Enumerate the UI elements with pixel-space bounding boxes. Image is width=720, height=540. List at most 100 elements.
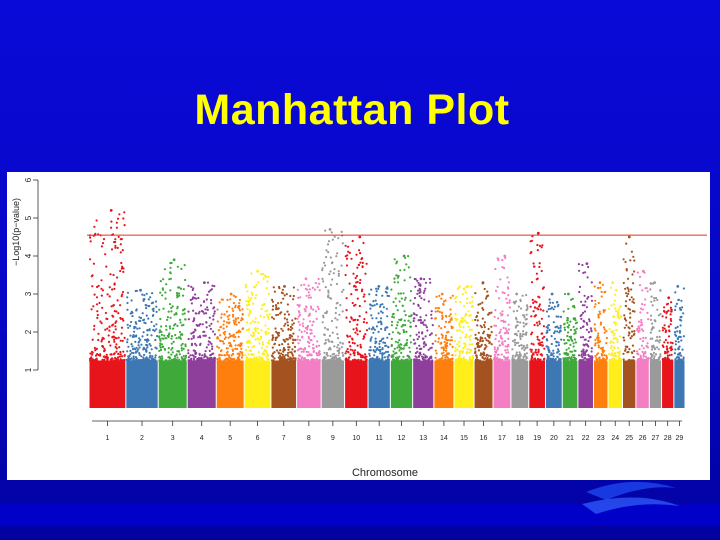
snp-point [611, 331, 614, 334]
snp-point [674, 343, 678, 346]
snp-point [173, 359, 176, 362]
snp-point [471, 295, 474, 299]
snp-point [478, 346, 481, 349]
snp-point [287, 328, 290, 331]
snp-point [298, 311, 301, 314]
snp-point [431, 342, 434, 345]
snp-point [323, 333, 326, 336]
snp-point [346, 348, 349, 351]
snp-point [456, 343, 459, 346]
snp-point [307, 350, 310, 354]
snp-point [170, 337, 173, 340]
snp-point [308, 288, 311, 291]
snp-point [458, 340, 461, 344]
snp-point [569, 335, 573, 338]
snp-point [229, 334, 232, 338]
snp-point [454, 313, 457, 316]
snp-point [594, 342, 597, 345]
snp-point [202, 334, 205, 337]
snp-point [190, 285, 193, 288]
snp-point [566, 334, 569, 338]
snp-point [375, 317, 378, 320]
snp-point [91, 351, 94, 354]
snp-point [594, 329, 597, 332]
chromosome-7-peak-point [283, 285, 286, 288]
snp-point [225, 321, 229, 324]
snp-point [342, 354, 345, 357]
snp-point [236, 352, 239, 355]
snp-point [195, 344, 198, 347]
snp-point [572, 345, 575, 348]
snp-point [603, 354, 606, 357]
snp-point [192, 320, 195, 323]
snp-point [373, 328, 376, 331]
snp-point [179, 337, 182, 340]
snp-point [597, 352, 600, 355]
snp-point [365, 355, 368, 358]
snp-point [465, 333, 468, 336]
snp-point [333, 268, 336, 271]
snp-point [250, 291, 253, 294]
snp-point [419, 321, 423, 324]
snp-point [584, 338, 587, 341]
snp-point [326, 354, 329, 357]
x-tick-label: 10 [352, 435, 360, 442]
chromosome-4-band [187, 360, 216, 408]
snp-point [216, 320, 219, 323]
snp-point [386, 294, 389, 297]
chromosome-21-points [562, 292, 579, 408]
snp-point [480, 326, 483, 329]
snp-point [249, 322, 252, 325]
snp-point [633, 259, 636, 262]
snp-point [280, 359, 283, 362]
snp-point [514, 355, 517, 358]
snp-point [147, 317, 150, 320]
snp-point [663, 324, 666, 327]
snp-point [461, 293, 464, 296]
snp-point [180, 344, 183, 347]
chromosome-12-peak-point [402, 254, 406, 258]
snp-point [114, 325, 117, 328]
snp-point [184, 354, 188, 357]
snp-point [623, 317, 627, 320]
snp-point [550, 352, 553, 355]
snp-point [177, 336, 181, 339]
snp-point [238, 309, 242, 312]
snp-point [440, 342, 443, 345]
snp-point [682, 335, 686, 338]
snp-point [443, 359, 446, 362]
snp-point [347, 245, 350, 248]
snp-point [641, 340, 645, 343]
snp-point [478, 359, 482, 362]
snp-point [141, 312, 144, 315]
snp-point [114, 238, 117, 241]
snp-point [459, 336, 462, 339]
snp-point [184, 278, 187, 282]
chromosome-9-band [321, 360, 345, 408]
snp-point [535, 321, 539, 324]
snp-point [431, 359, 434, 362]
snp-point [404, 324, 407, 327]
snp-point [318, 359, 321, 362]
snp-point [257, 332, 260, 335]
snp-point [286, 318, 289, 321]
snp-point [416, 350, 419, 353]
snp-point [297, 342, 300, 345]
snp-point [651, 322, 654, 325]
snp-point [309, 339, 312, 342]
snp-point [590, 281, 593, 284]
snp-point [213, 306, 216, 309]
snp-point [361, 265, 364, 269]
snp-point [529, 305, 532, 308]
snp-point [382, 341, 385, 344]
snp-point [119, 238, 122, 241]
x-tick-label: 19 [533, 435, 541, 442]
snp-point [310, 332, 313, 335]
snp-point [272, 286, 275, 289]
snp-point [180, 324, 184, 327]
snp-point [353, 342, 356, 345]
snp-point [213, 285, 216, 288]
snp-point [134, 321, 137, 324]
chromosome-3-points [158, 258, 188, 408]
snp-point [232, 315, 235, 318]
